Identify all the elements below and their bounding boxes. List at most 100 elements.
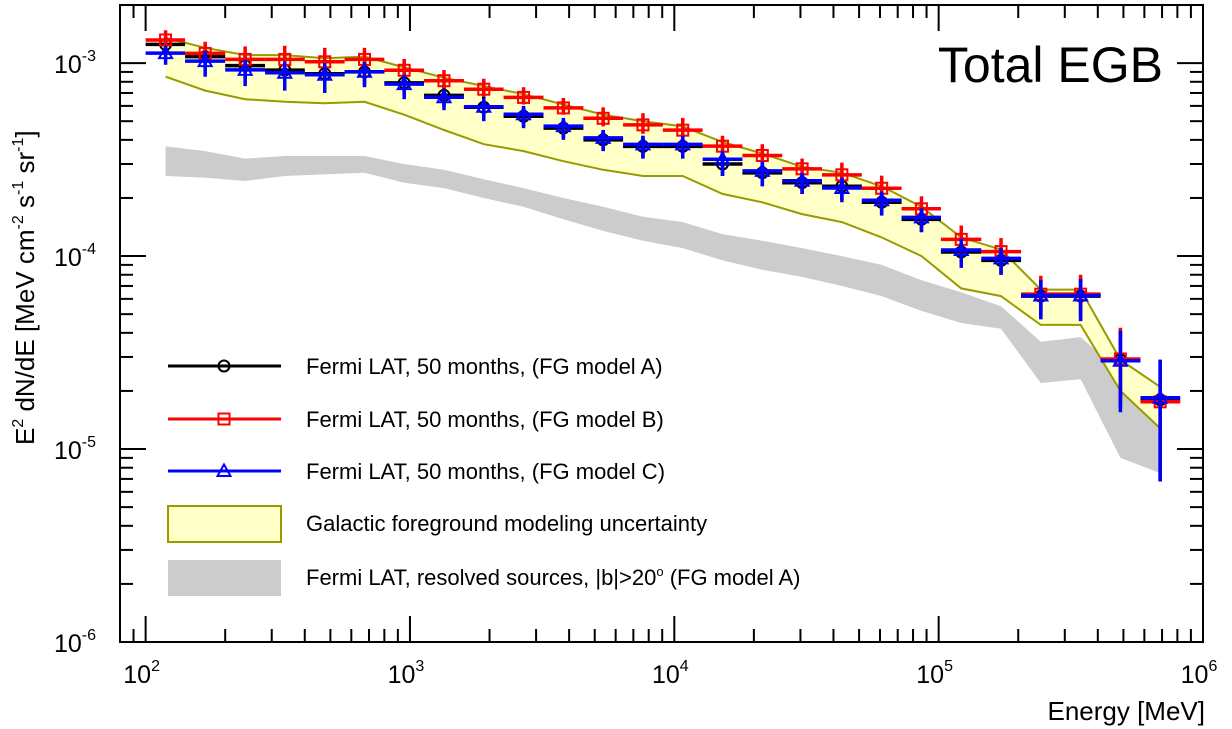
data-point bbox=[583, 129, 624, 152]
legend-entry: Fermi LAT, 50 months, (FG model A) bbox=[168, 354, 663, 379]
legend-marker-circle bbox=[217, 359, 231, 373]
series-triangle bbox=[145, 44, 1181, 482]
marker-triangle bbox=[157, 44, 174, 60]
marker-triangle bbox=[515, 105, 532, 121]
band-edge-lower bbox=[165, 75, 1161, 430]
x-tick-label: 103 bbox=[388, 658, 425, 689]
marker-triangle bbox=[714, 150, 731, 166]
data-point bbox=[742, 144, 783, 164]
marker-triangle bbox=[913, 208, 930, 224]
y-tick-label: 10-6 bbox=[54, 627, 96, 658]
marker-triangle bbox=[754, 162, 771, 177]
data-point bbox=[742, 161, 783, 187]
data-point bbox=[463, 78, 504, 97]
x-tick-label: 102 bbox=[123, 658, 160, 689]
x-axis-title: Energy [MeV] bbox=[1047, 696, 1205, 726]
marker-triangle bbox=[316, 66, 333, 81]
bands-layer bbox=[165, 36, 1161, 474]
data-point bbox=[1140, 359, 1181, 482]
marker-triangle bbox=[236, 61, 254, 76]
legend-swatch bbox=[167, 505, 282, 543]
marker-triangle bbox=[793, 172, 811, 187]
marker-triangle bbox=[833, 179, 851, 194]
marker-square bbox=[437, 74, 451, 88]
data-point bbox=[503, 87, 544, 105]
data-point bbox=[822, 177, 862, 203]
marker-square bbox=[755, 149, 769, 163]
legend-entry: Fermi LAT, 50 months, (FG model C) bbox=[168, 459, 665, 484]
band-edge-upper bbox=[165, 36, 1161, 388]
data-point bbox=[463, 97, 504, 122]
marker-triangle bbox=[953, 241, 970, 256]
data-point bbox=[543, 117, 584, 140]
data-point bbox=[185, 51, 226, 77]
marker-triangle bbox=[196, 52, 214, 68]
data-point bbox=[145, 30, 186, 47]
data-point bbox=[702, 150, 743, 176]
marker-triangle bbox=[555, 117, 572, 133]
data-point bbox=[503, 105, 544, 129]
marker-triangle bbox=[1032, 286, 1050, 302]
x-tick-label: 104 bbox=[652, 658, 689, 689]
marker-triangle bbox=[1072, 286, 1089, 302]
data-point bbox=[225, 59, 266, 87]
marker-triangle bbox=[674, 135, 691, 151]
band-resolved-sources bbox=[165, 146, 1161, 474]
y-tick-label: 10-5 bbox=[54, 434, 96, 465]
marker-triangle bbox=[395, 75, 413, 91]
band-fg-uncertainty bbox=[165, 37, 1161, 429]
data-point bbox=[145, 44, 186, 65]
data-point bbox=[782, 172, 823, 194]
marker-square bbox=[596, 111, 610, 125]
marker-triangle bbox=[276, 64, 293, 79]
marker-triangle bbox=[356, 63, 373, 78]
data-point bbox=[384, 74, 424, 100]
data-point bbox=[423, 88, 464, 111]
legend-swatch bbox=[168, 560, 281, 596]
legend-entry: Fermi LAT, 50 months, (FG model B) bbox=[168, 407, 664, 432]
ticks-layer: 102 103 104 105 106 10-3 10-4 10-5 10-6 bbox=[54, 4, 1218, 689]
legend-entry: Fermi LAT, resolved sources, |b|>20o (FG… bbox=[168, 560, 801, 596]
legend-label: Galactic foreground modeling uncertainty bbox=[306, 511, 707, 536]
data-point bbox=[1100, 330, 1141, 413]
data-point bbox=[940, 238, 982, 268]
chart-title: Total EGB bbox=[938, 37, 1163, 93]
legend: Fermi LAT, 50 months, (FG model A) Fermi … bbox=[167, 354, 801, 596]
marker-triangle bbox=[475, 98, 492, 113]
marker-square bbox=[556, 101, 570, 115]
data-point bbox=[1060, 279, 1101, 322]
legend-marker-square bbox=[217, 412, 231, 426]
y-tick-label: 10-3 bbox=[54, 48, 96, 79]
marker-triangle bbox=[435, 88, 453, 104]
data-point bbox=[981, 248, 1022, 275]
x-tick-label: 106 bbox=[1181, 658, 1218, 689]
series-layer bbox=[145, 30, 1181, 482]
marker-square bbox=[636, 118, 650, 132]
x-tick-label: 105 bbox=[916, 658, 953, 689]
data-point bbox=[623, 135, 663, 159]
marker-square bbox=[517, 90, 531, 104]
data-point bbox=[543, 97, 584, 115]
marker-triangle bbox=[1151, 389, 1169, 404]
data-point bbox=[344, 62, 385, 88]
data-point bbox=[265, 61, 305, 91]
legend-label: Fermi LAT, resolved sources, |b|>20o (FG… bbox=[306, 564, 801, 590]
marker-square bbox=[477, 82, 491, 96]
data-point bbox=[861, 191, 902, 216]
marker-triangle bbox=[634, 135, 652, 151]
data-point bbox=[623, 113, 663, 134]
legend-entry: Galactic foreground modeling uncertainty bbox=[167, 505, 707, 543]
marker-triangle bbox=[594, 129, 612, 144]
data-point bbox=[1021, 280, 1061, 320]
legend-label: Fermi LAT, 50 months, (FG model C) bbox=[306, 459, 665, 484]
data-point bbox=[662, 135, 703, 159]
legend-label: Fermi LAT, 50 months, (FG model A) bbox=[306, 354, 663, 379]
data-point bbox=[583, 107, 624, 127]
y-axis-title: E2 dN/dE [MeV cm-2 s-1 sr-1] bbox=[10, 130, 40, 445]
data-point bbox=[901, 208, 941, 233]
marker-triangle bbox=[992, 249, 1010, 265]
data-point bbox=[304, 63, 345, 93]
data-point bbox=[423, 70, 464, 89]
marker-triangle bbox=[1112, 352, 1129, 367]
